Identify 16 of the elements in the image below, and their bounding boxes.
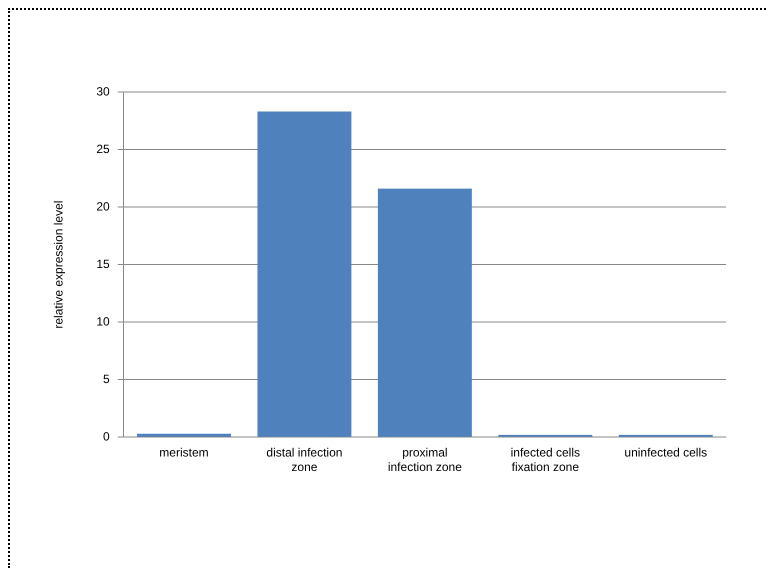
- y-tick-label: 15: [96, 256, 110, 271]
- x-tick-label: uninfected cells: [624, 446, 708, 460]
- x-tick-label: infected cells fixation zone: [510, 446, 580, 474]
- bar: [378, 188, 472, 437]
- y-tick-label: 25: [96, 142, 110, 156]
- y-tick-label: 5: [103, 372, 110, 386]
- bar: [257, 112, 352, 437]
- x-tick-label: proximal infection zone: [388, 446, 462, 474]
- y-axis-title: relative expression level: [52, 200, 66, 329]
- x-tick-label: meristem: [159, 446, 209, 460]
- x-tick-label: distal infection zone: [266, 446, 342, 474]
- y-tick-label: 30: [96, 84, 110, 98]
- bar: [136, 434, 231, 437]
- y-tick-label: 0: [103, 430, 110, 444]
- y-tick-label: 10: [96, 314, 110, 328]
- y-tick-label: 20: [96, 199, 110, 214]
